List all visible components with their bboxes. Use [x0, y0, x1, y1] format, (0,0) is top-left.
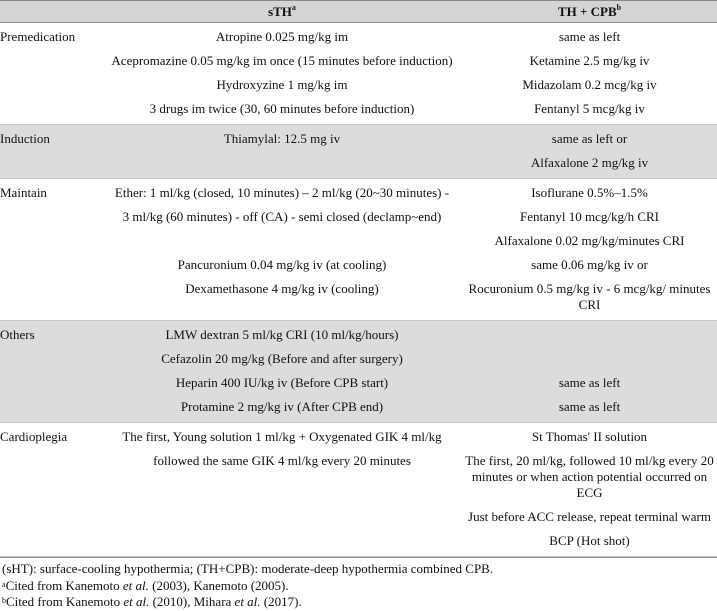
- table-row: Premedication Atropine 0.025 mg/kg im Acep…: [0, 23, 717, 125]
- cell-text: Midazolam 0.2 mcg/kg iv: [522, 77, 657, 92]
- footnote-text: et al.: [234, 594, 261, 609]
- footnote-mark: b: [2, 596, 6, 605]
- row-label: Others: [0, 327, 35, 342]
- cell-text: same as left or: [551, 131, 628, 146]
- cell-text: Acepromazine 0.05 mg/kg im once (15 minu…: [111, 53, 453, 68]
- cell-text: same as left: [558, 29, 621, 44]
- cell-text: Heparin 400 IU/kg iv (Before CPB start): [175, 375, 389, 390]
- table-cell: The first, Young solution 1 ml/kg + Oxyg…: [102, 423, 462, 556]
- cell-text: The first, Young solution 1 ml/kg + Oxyg…: [122, 429, 442, 444]
- footnote-text: (2017).: [260, 594, 302, 609]
- footnote-text: et al.: [122, 577, 149, 593]
- cell-text: LMW dextran 5 ml/kg CRI (10 ml/kg/hours): [165, 327, 399, 342]
- cell-text: Isoflurane 0.5%–1.5%: [531, 185, 648, 200]
- row-label: Induction: [0, 131, 50, 146]
- cell-text: Ether: 1 ml/kg (closed, 10 minutes) – 2 …: [114, 185, 450, 200]
- footnote-mark: a: [2, 579, 6, 589]
- cell-text: The first, 20 ml/kg, followed 10 ml/kg e…: [465, 453, 714, 500]
- table-row: Maintain Ether: 1 ml/kg (closed, 10 minut…: [0, 179, 717, 321]
- table-cell: St Thomas' II solution The first, 20 ml/k…: [462, 423, 717, 556]
- table-row: Cardioplegia The first, Young solution 1 …: [0, 423, 717, 557]
- row-label-cell: Cardioplegia: [0, 423, 102, 556]
- cell-text: St Thomas' II solution: [531, 429, 648, 444]
- footnote-text: Cited from Kanemoto: [5, 577, 123, 593]
- cell-text: Thiamylal: 12.5 mg iv: [223, 131, 341, 146]
- table-cell: LMW dextran 5 ml/kg CRI (10 ml/kg/hours)…: [102, 321, 462, 422]
- footnote: (sHT): surface-cooling hypothermia; (TH+…: [0, 561, 717, 578]
- cell-text: Protamine 2 mg/kg iv (After CPB end): [180, 399, 384, 414]
- spacer: [102, 229, 462, 253]
- cell-text: Fentanyl 10 mcg/kg/h CRI: [519, 209, 660, 224]
- footnote-text: (2003), Kanemoto (2005).: [148, 577, 289, 593]
- cell-text: Pancuronium 0.04 mg/kg iv (at cooling): [177, 257, 387, 272]
- spacer: [462, 323, 717, 347]
- footnote-mark: b: [616, 2, 622, 12]
- cell-text: BCP (Hot shot): [549, 533, 630, 548]
- row-label: Maintain: [0, 185, 47, 200]
- footnotes: (sHT): surface-cooling hypothermia; (TH+…: [0, 557, 717, 611]
- cell-text: followed the same GIK 4 ml/kg every 20 m…: [153, 453, 411, 468]
- spacer: [462, 347, 717, 371]
- cell-text: Fentanyl 5 mcg/kg iv: [534, 101, 645, 116]
- cell-text: same as left: [558, 375, 621, 390]
- footnote-text: et al.: [123, 594, 150, 609]
- cell-text: 3 drugs im twice (30, 60 minutes before …: [149, 101, 415, 116]
- table-row: Induction Thiamylal: 12.5 mg iv same as le…: [0, 125, 717, 179]
- table-cell: Ether: 1 ml/kg (closed, 10 minutes) – 2 …: [102, 179, 462, 320]
- cell-text: Just before ACC release, repeat terminal…: [468, 509, 711, 524]
- header-cell: sTHa: [102, 2, 462, 20]
- cell-text: Atropine 0.025 mg/kg im: [215, 29, 349, 44]
- cell-text: Alfaxalone 2 mg/kg iv: [530, 155, 649, 170]
- row-label: Premedication: [0, 29, 76, 44]
- row-label-cell: Premedication: [0, 23, 102, 124]
- table-cell: same as left or Alfaxalone 2 mg/kg iv: [462, 125, 717, 178]
- footnote-mark: a: [291, 2, 296, 12]
- footnote: bCited from Kanemoto et al. (2010), Miha…: [0, 594, 717, 611]
- table-cell: Isoflurane 0.5%–1.5% Fentanyl 10 mcg/kg/h…: [462, 179, 717, 320]
- footnote-text: Cited from Kanemoto: [6, 594, 124, 609]
- cell-text: Cefazolin 20 mg/kg (Before and after sur…: [161, 351, 403, 366]
- header-text: TH + CPB: [557, 3, 617, 19]
- table-cell: same as left Ketamine 2.5 mg/kg iv Midazol…: [462, 23, 717, 124]
- table-cell: Thiamylal: 12.5 mg iv: [102, 125, 462, 178]
- cell-text: 3 ml/kg (60 minutes) - off (CA) - semi c…: [122, 209, 442, 224]
- table-cell: Atropine 0.025 mg/kg im Acepromazine 0.05…: [102, 23, 462, 124]
- cell-text: same as left: [558, 399, 621, 414]
- header-cell: TH + CPBb: [462, 2, 717, 20]
- row-label-cell: Maintain: [0, 179, 102, 320]
- cell-text: same 0.06 mg/kg iv or: [531, 257, 648, 272]
- row-label-cell: Induction: [0, 125, 102, 178]
- footnote: aCited from Kanemoto et al. (2003), Kane…: [0, 578, 717, 595]
- row-label-cell: Others: [0, 321, 102, 422]
- cell-text: Hydroxyzine 1 mg/kg im: [216, 77, 348, 92]
- header-row: sTHa TH + CPBb: [0, 0, 717, 23]
- footnote-text: (sHT): surface-cooling hypothermia; (TH+…: [2, 561, 494, 576]
- header-text: sTH: [268, 3, 292, 19]
- table-cell: same as left same as left: [462, 321, 717, 422]
- footnote-text: (2010), Mihara: [149, 594, 235, 609]
- cell-text: Rocuronium 0.5 mg/kg iv - 6 mcg/kg/ minu…: [468, 281, 711, 312]
- table-body: Premedication Atropine 0.025 mg/kg im Acep…: [0, 23, 717, 557]
- row-label: Cardioplegia: [0, 429, 68, 444]
- table-row: Others LMW dextran 5 ml/kg CRI (10 ml/kg/…: [0, 321, 717, 423]
- cell-text: Alfaxalone 0.02 mg/kg/minutes CRI: [494, 233, 685, 248]
- cell-text: Ketamine 2.5 mg/kg iv: [529, 53, 650, 68]
- cell-text: Dexamethasone 4 mg/kg iv (cooling): [185, 281, 379, 296]
